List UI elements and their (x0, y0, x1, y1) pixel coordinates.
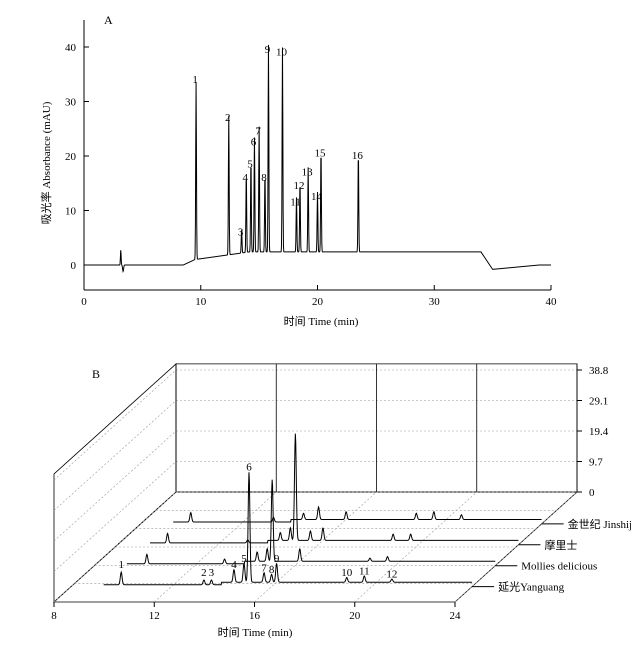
panel-b-x-tick-label: 8 (51, 610, 57, 622)
panel-b-peak-label: 11 (359, 565, 370, 577)
panel-a-y-ticks: 0 10 20 30 40 (65, 42, 89, 272)
panel-b-peak-label: 2 (201, 567, 207, 579)
panel-b-traces (103, 433, 542, 586)
panel-b-label: B (92, 367, 100, 381)
panel-b-peak-label: 8 (269, 564, 275, 576)
panel-b-peak-label: 5 (241, 553, 247, 565)
panel-b-x-tick-label: 12 (149, 610, 160, 622)
panel-b-series-trace (150, 433, 519, 544)
panel-a-label: A (104, 13, 113, 27)
panel-a-peak-label: 14 (311, 191, 323, 203)
panel-b-x-tick-label: 24 (450, 610, 462, 622)
panel-a-peak-label: 6 (251, 137, 257, 149)
panel-b-left-gridline (53, 461, 177, 572)
panel-b-3d-box (52, 363, 579, 603)
panel-a-peak-label: 1 (192, 74, 198, 86)
panel-a-y-tick-label: 0 (71, 260, 77, 272)
panel-b: B 8 12 16 20 24 09.719.429.138.8 金世纪 Jinshij… (51, 363, 631, 639)
panel-b-left-gridline (53, 369, 177, 481)
panel-b-peak-label: 4 (231, 559, 237, 571)
panel-a-peak-label: 13 (302, 167, 314, 179)
panel-a-x-tick-label: 30 (429, 296, 441, 308)
panel-a-x-tick-label: 10 (195, 296, 207, 308)
panel-b-x-axis-label: 时间 Time (min) (218, 626, 293, 639)
panel-a-peak-label: 12 (293, 180, 304, 192)
panel-b-left-gridline (53, 430, 177, 542)
panel-a-x-ticks: 0 10 20 30 40 (81, 285, 557, 308)
panel-a-y-tick-label: 20 (65, 151, 77, 163)
panel-b-series-name: 金世纪 Jinshiji (568, 517, 631, 531)
panel-b-peak-label: 12 (386, 569, 397, 581)
panel-a-peak-label: 8 (261, 172, 267, 184)
panel-a-x-tick-label: 20 (312, 296, 324, 308)
panel-a-peak-label: 10 (276, 47, 288, 59)
panel-b-peak-label: 1 (118, 559, 124, 571)
panel-a-peak-label: 3 (238, 226, 244, 238)
panel-a-trace (84, 44, 551, 274)
panel-b-series-names: 金世纪 Jinshiji 摩里士 Mollies delicious 延光Yangua… (472, 517, 631, 594)
panel-b-series-trace (126, 479, 496, 565)
panel-b-peak-label: 7 (261, 562, 267, 574)
panel-b-left-wall (53, 363, 177, 603)
panel-b-peak-label: 6 (246, 462, 252, 474)
panel-a-y-tick-label: 40 (65, 42, 77, 54)
panel-b-x-tick-label: 20 (349, 610, 361, 622)
panel-a-peak-label: 2 (225, 112, 231, 124)
panel-b-z-ticks: 0 9.7 19.4 29.1 38.8 (577, 365, 609, 499)
panel-b-z-tick-label: 29.1 (589, 396, 608, 408)
panel-a-peak-label: 9 (265, 44, 271, 56)
panel-a-y-axis-label: 吸光率 Absorbance (mAU) (39, 101, 53, 224)
panel-a-y-tick-label: 30 (65, 97, 77, 109)
panel-a-peak-label: 16 (352, 150, 364, 162)
panel-b-peak-label: 10 (341, 567, 353, 579)
panel-a-peak-label: 15 (315, 147, 327, 159)
panel-b-series-name: 延光Yanguang (498, 580, 565, 594)
panel-a-x-tick-label: 40 (546, 296, 558, 308)
panel-b-series-name: 摩里士 (544, 538, 577, 552)
panel-b-z-tick-label: 9.7 (589, 457, 603, 469)
panel-b-left-gridline (53, 400, 177, 511)
panel-a-peak-label: 4 (243, 172, 249, 184)
panel-b-x-ticks: 8 12 16 20 24 (51, 602, 461, 622)
panel-a: A 0 10 20 30 40 0 10 20 30 40 时间 Time (min) 吸光率 … (39, 13, 557, 328)
panel-a-peak-label: 11 (290, 197, 301, 209)
panel-a-peak-label: 7 (255, 126, 261, 138)
panel-b-peak-label: 3 (209, 567, 215, 579)
panel-b-x-tick-label: 16 (249, 610, 261, 622)
panel-b-series-name: Mollies delicious (521, 561, 597, 573)
panel-b-series-trace (103, 472, 473, 586)
panel-b-series-trace (173, 505, 542, 523)
panel-a-x-tick-label: 0 (81, 296, 87, 308)
panel-b-z-tick-label: 0 (589, 487, 595, 499)
panel-b-z-tick-label: 19.4 (589, 426, 609, 438)
panel-a-x-axis-label: 时间 Time (min) (284, 315, 359, 328)
panel-a-peak-label: 5 (247, 158, 253, 170)
panel-b-z-tick-label: 38.8 (589, 365, 609, 377)
panel-a-y-tick-label: 10 (65, 206, 77, 218)
panel-b-peak-label: 9 (274, 553, 280, 565)
